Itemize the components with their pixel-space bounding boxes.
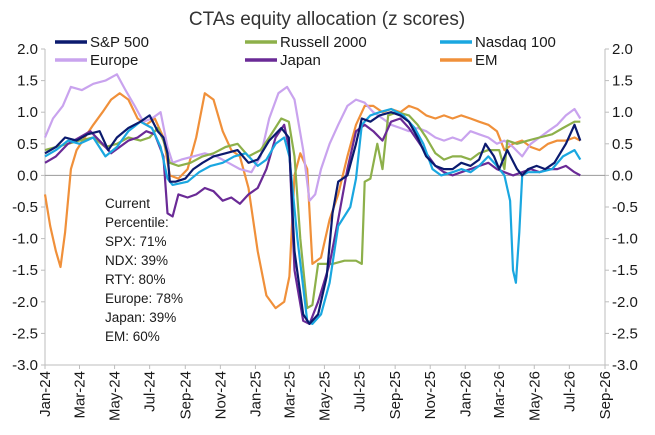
percentile-note-line: NDX: 39% xyxy=(105,253,168,268)
y-tick-label-right: -1.0 xyxy=(612,231,638,248)
percentile-note-line: Japan: 39% xyxy=(105,310,176,325)
y-tick-label-left: 0.0 xyxy=(17,167,38,184)
series-line-s-p-500 xyxy=(44,111,582,325)
x-tick-label: May-26 xyxy=(526,371,543,421)
x-tick-label: Sep-24 xyxy=(177,371,194,419)
percentile-note-line: EM: 60% xyxy=(105,329,160,344)
x-tick-label: Jan-26 xyxy=(457,371,474,417)
y-tick-label-left: -3.0 xyxy=(12,357,38,374)
y-tick-label-right: -3.0 xyxy=(612,357,638,374)
x-tick-label: Mar-26 xyxy=(491,371,508,419)
series-line-nasdaq-100 xyxy=(44,107,582,325)
x-tick-label: Jul-25 xyxy=(351,371,368,412)
y-tick-label-right: -2.0 xyxy=(612,294,638,311)
x-tick-label: Nov-24 xyxy=(212,371,229,419)
y-tick-label-left: -1.0 xyxy=(12,231,38,248)
axes: 2.0 2.0 1.5 1.5 1.0 1.0 0.5 0.5 0.0 0.0 -0.5 -0.5 -1… xyxy=(12,41,638,421)
x-tick-label: Mar-24 xyxy=(71,371,88,419)
y-tick-label-right: -0.5 xyxy=(612,199,638,216)
y-tick-label-left: -2.0 xyxy=(12,294,38,311)
y-tick-label-left: 1.5 xyxy=(17,73,38,90)
y-tick-label-left: 0.5 xyxy=(17,136,38,153)
percentile-note-line: Current xyxy=(105,196,150,211)
x-tick-label: Nov-25 xyxy=(422,371,439,419)
percentile-note-line: SPX: 71% xyxy=(105,234,167,249)
percentile-note-line: Europe: 78% xyxy=(105,291,183,306)
y-tick-label-right: 2.0 xyxy=(612,41,633,58)
x-tick-label: Sep-25 xyxy=(387,371,404,419)
x-tick-label: May-24 xyxy=(107,371,124,421)
y-tick-label-left: 1.0 xyxy=(17,104,38,121)
y-tick-label-left: -1.5 xyxy=(12,262,38,279)
y-tick-label-right: 1.5 xyxy=(612,73,633,90)
chart-title: CTAs equity allocation (z scores) xyxy=(189,9,465,30)
x-tick-label: Jan-25 xyxy=(247,371,264,417)
y-tick-label-right: -1.5 xyxy=(612,262,638,279)
legend-label: S&P 500 xyxy=(90,34,149,51)
legend-label: Japan xyxy=(280,52,321,69)
y-tick-label-left: -0.5 xyxy=(12,199,38,216)
y-tick-label-right: 1.0 xyxy=(612,104,633,121)
y-tick-label-right: 0.0 xyxy=(612,167,633,184)
legend-label: Nasdaq 100 xyxy=(475,34,556,51)
y-tick-label-left: 2.0 xyxy=(17,41,38,58)
x-tick-label: Mar-25 xyxy=(281,371,298,419)
percentile-note: Current Percentile: SPX: 71% NDX: 39% RTY: 8… xyxy=(105,196,183,344)
series-lines xyxy=(43,73,582,325)
y-tick-label-right: 0.5 xyxy=(612,136,633,153)
legend-label: Europe xyxy=(90,52,138,69)
series-line-europe xyxy=(43,73,582,202)
percentile-note-line: Percentile: xyxy=(105,215,169,230)
x-tick-label: May-25 xyxy=(316,371,333,421)
x-tick-label: Jul-26 xyxy=(561,371,578,412)
x-tick-label: Jul-24 xyxy=(142,371,159,412)
percentile-note-line: RTY: 80% xyxy=(105,272,166,287)
legend-label: Russell 2000 xyxy=(280,34,367,51)
x-tick-label: Jan-24 xyxy=(37,371,54,417)
y-tick-label-right: -2.5 xyxy=(612,325,638,342)
y-tick-label-left: -2.5 xyxy=(12,325,38,342)
legend: S&P 500 Russell 2000 Nasdaq 100 Europe Japan… xyxy=(55,34,556,69)
series-line-em xyxy=(43,92,581,310)
legend-label: EM xyxy=(475,52,498,69)
x-tick-label: Sep-26 xyxy=(597,371,614,419)
